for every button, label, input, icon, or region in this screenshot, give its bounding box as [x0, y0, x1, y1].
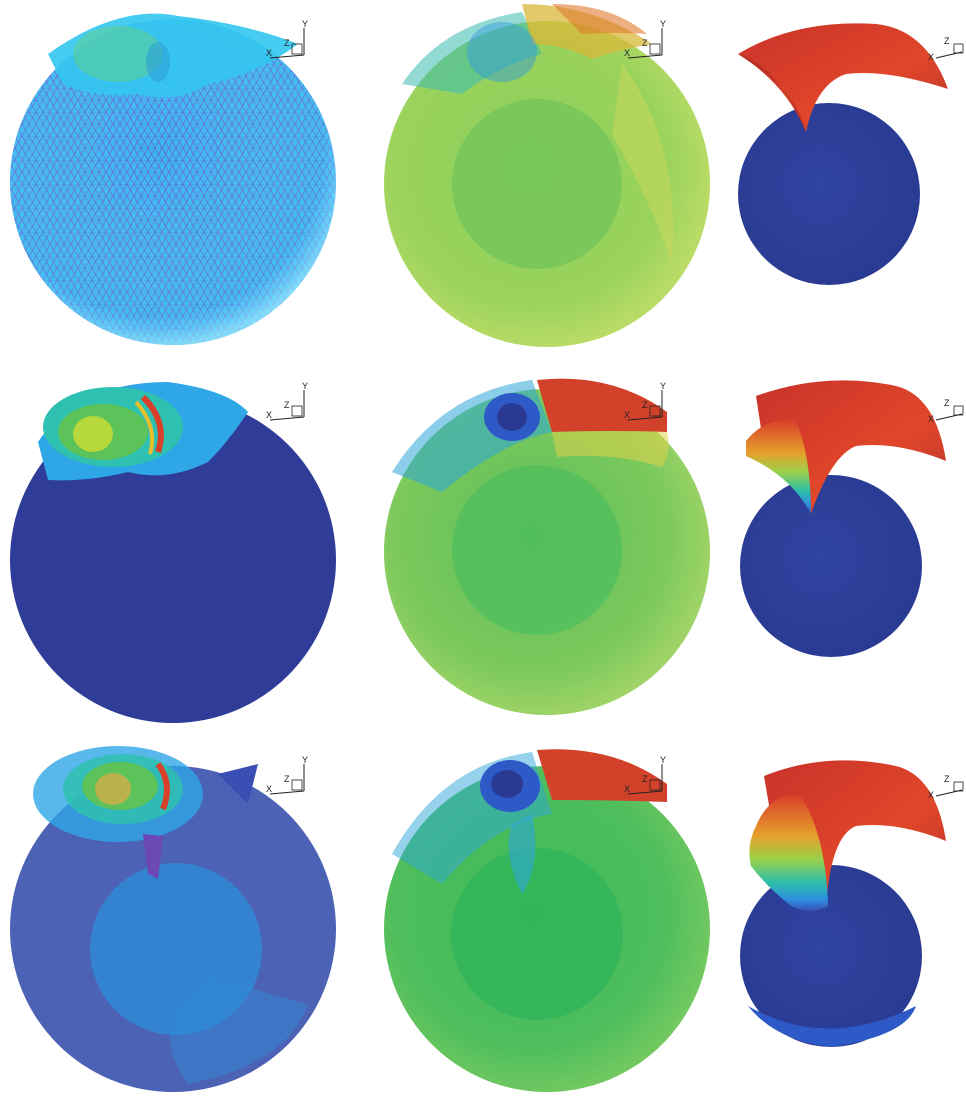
- triad-z-label: Z: [284, 774, 290, 784]
- translucent-sphere-contours: [384, 378, 710, 715]
- contour-yellow-region: [73, 416, 113, 452]
- contour-red-cap: [537, 378, 667, 432]
- panel-r3-c3: [736, 756, 956, 1056]
- triad-x-label: X: [928, 414, 934, 424]
- deforming-sheet-on-sphere: [738, 23, 948, 285]
- red-sheet: [738, 23, 948, 132]
- triad-z-label: Z: [944, 398, 950, 408]
- purple-tail: [143, 834, 163, 879]
- axis-triad: Y X Z: [266, 755, 308, 795]
- axis-triad: X Z: [928, 36, 964, 62]
- contour-red-stripe: [155, 762, 170, 811]
- panel-r1-c2: [382, 4, 712, 354]
- translucent-sphere-contours: [384, 4, 710, 347]
- triad-x-label: X: [266, 784, 272, 794]
- axis-triad: Y X Z: [266, 381, 308, 421]
- axis-triad: Y X Z: [266, 19, 308, 59]
- contour-band-cyan: [402, 12, 542, 94]
- panel-r3-c2: [382, 744, 712, 1099]
- triad-y-label: Y: [302, 381, 308, 391]
- contour-cyan-drip: [508, 814, 536, 894]
- axis-triad-r3-c2: Y X Z: [624, 755, 674, 801]
- contour-yellow-stripe: [134, 400, 155, 455]
- axis-triad-r2-c3: X Z: [926, 392, 966, 432]
- contour-band-orange: [552, 4, 647, 34]
- triad-x-label: X: [928, 790, 934, 800]
- blue-ball: [740, 865, 922, 1047]
- inner-sphere: [451, 848, 623, 1020]
- contour-red-stripe: [140, 394, 164, 453]
- contour-yellow-band: [552, 431, 669, 467]
- sheet-contour-curl: [746, 420, 811, 514]
- triad-y-label: Y: [302, 19, 308, 29]
- triad-x-label: X: [266, 410, 272, 420]
- translucent-sphere-contours: [384, 749, 710, 1092]
- contour-yellow-region: [95, 773, 131, 805]
- triad-z-label: Z: [944, 774, 950, 784]
- triad-z-label: Z: [642, 38, 648, 48]
- dark-blue-flap: [218, 764, 258, 804]
- axis-triad-r3-c3: X Z: [926, 768, 966, 808]
- axis-triad: Y X Z: [624, 19, 666, 59]
- triad-z-label: Z: [284, 400, 290, 410]
- axis-triad-r1-c3: X Z: [926, 30, 966, 70]
- inner-sphere: [452, 465, 622, 635]
- lower-cyan-patch: [170, 974, 308, 1084]
- inner-sphere: [452, 99, 622, 269]
- triad-x-label: X: [928, 52, 934, 62]
- contour-blue-spot: [467, 22, 537, 82]
- mesh-hotspot-core: [146, 42, 170, 82]
- triad-z-label: Z: [642, 400, 648, 410]
- mesh-sphere-rim: [10, 19, 336, 345]
- triad-z-label: Z: [642, 774, 648, 784]
- axis-triad: X Z: [928, 774, 964, 800]
- axis-triad-r2-c1: Y X Z: [266, 381, 316, 427]
- panel-r2-c1: [8, 372, 338, 727]
- triad-z-label: Z: [944, 36, 950, 46]
- axis-triad-r3-c1: Y X Z: [266, 755, 316, 801]
- mesh-hotspot: [73, 26, 163, 82]
- ball-lower-band: [748, 1006, 916, 1047]
- triad-x-label: X: [624, 48, 630, 58]
- axis-triad: Y X Z: [624, 381, 666, 421]
- contour-deep-blue-spot: [497, 403, 527, 431]
- deforming-sheet-on-sphere: [740, 760, 946, 1047]
- contour-red-cap: [537, 749, 667, 802]
- triad-y-label: Y: [660, 755, 666, 765]
- triad-y-label: Y: [660, 19, 666, 29]
- axis-triad-r1-c2: Y X Z: [624, 19, 674, 65]
- panel-r1-c3: [736, 14, 956, 294]
- blue-ball: [740, 475, 922, 657]
- axis-triad: Y X Z: [624, 755, 666, 795]
- panel-r2-c3: [736, 376, 956, 666]
- surface-contour-sphere: [10, 382, 336, 723]
- axis-triad-r2-c2: Y X Z: [624, 381, 674, 427]
- triad-z-label: Z: [284, 38, 290, 48]
- translucent-blue-sphere: [10, 746, 336, 1092]
- deforming-sheet-on-sphere: [740, 380, 946, 657]
- contour-side-band: [612, 64, 674, 264]
- panel-r3-c1: [8, 744, 338, 1099]
- surface-mesh-sphere: [10, 13, 336, 345]
- triad-x-label: X: [266, 48, 272, 58]
- panel-r2-c2: [382, 372, 712, 722]
- axis-triad-r1-c1: Y X Z: [266, 19, 316, 65]
- panel-r1-c1: [8, 4, 338, 354]
- triad-x-label: X: [624, 784, 630, 794]
- sheet-contour-curl: [749, 795, 828, 911]
- triad-y-label: Y: [302, 755, 308, 765]
- triad-y-label: Y: [660, 381, 666, 391]
- blue-ball: [738, 103, 920, 285]
- contour-deep-blue-spot: [491, 770, 523, 798]
- axis-triad: X Z: [928, 398, 964, 424]
- triad-x-label: X: [624, 410, 630, 420]
